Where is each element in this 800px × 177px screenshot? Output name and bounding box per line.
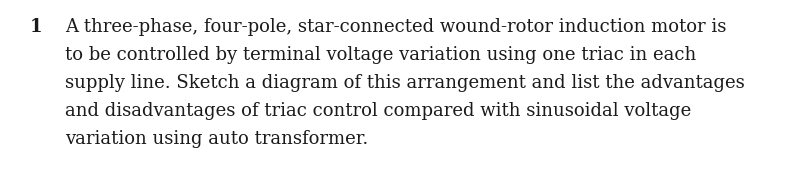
Text: and disadvantages of triac control compared with sinusoidal voltage: and disadvantages of triac control compa… bbox=[65, 102, 691, 120]
Text: 1: 1 bbox=[30, 18, 42, 36]
Text: variation using auto transformer.: variation using auto transformer. bbox=[65, 130, 368, 148]
Text: supply line. Sketch a diagram of this arrangement and list the advantages: supply line. Sketch a diagram of this ar… bbox=[65, 74, 745, 92]
Text: to be controlled by terminal voltage variation using one triac in each: to be controlled by terminal voltage var… bbox=[65, 46, 696, 64]
Text: A three-phase, four-pole, star-connected wound-rotor induction motor is: A three-phase, four-pole, star-connected… bbox=[65, 18, 726, 36]
